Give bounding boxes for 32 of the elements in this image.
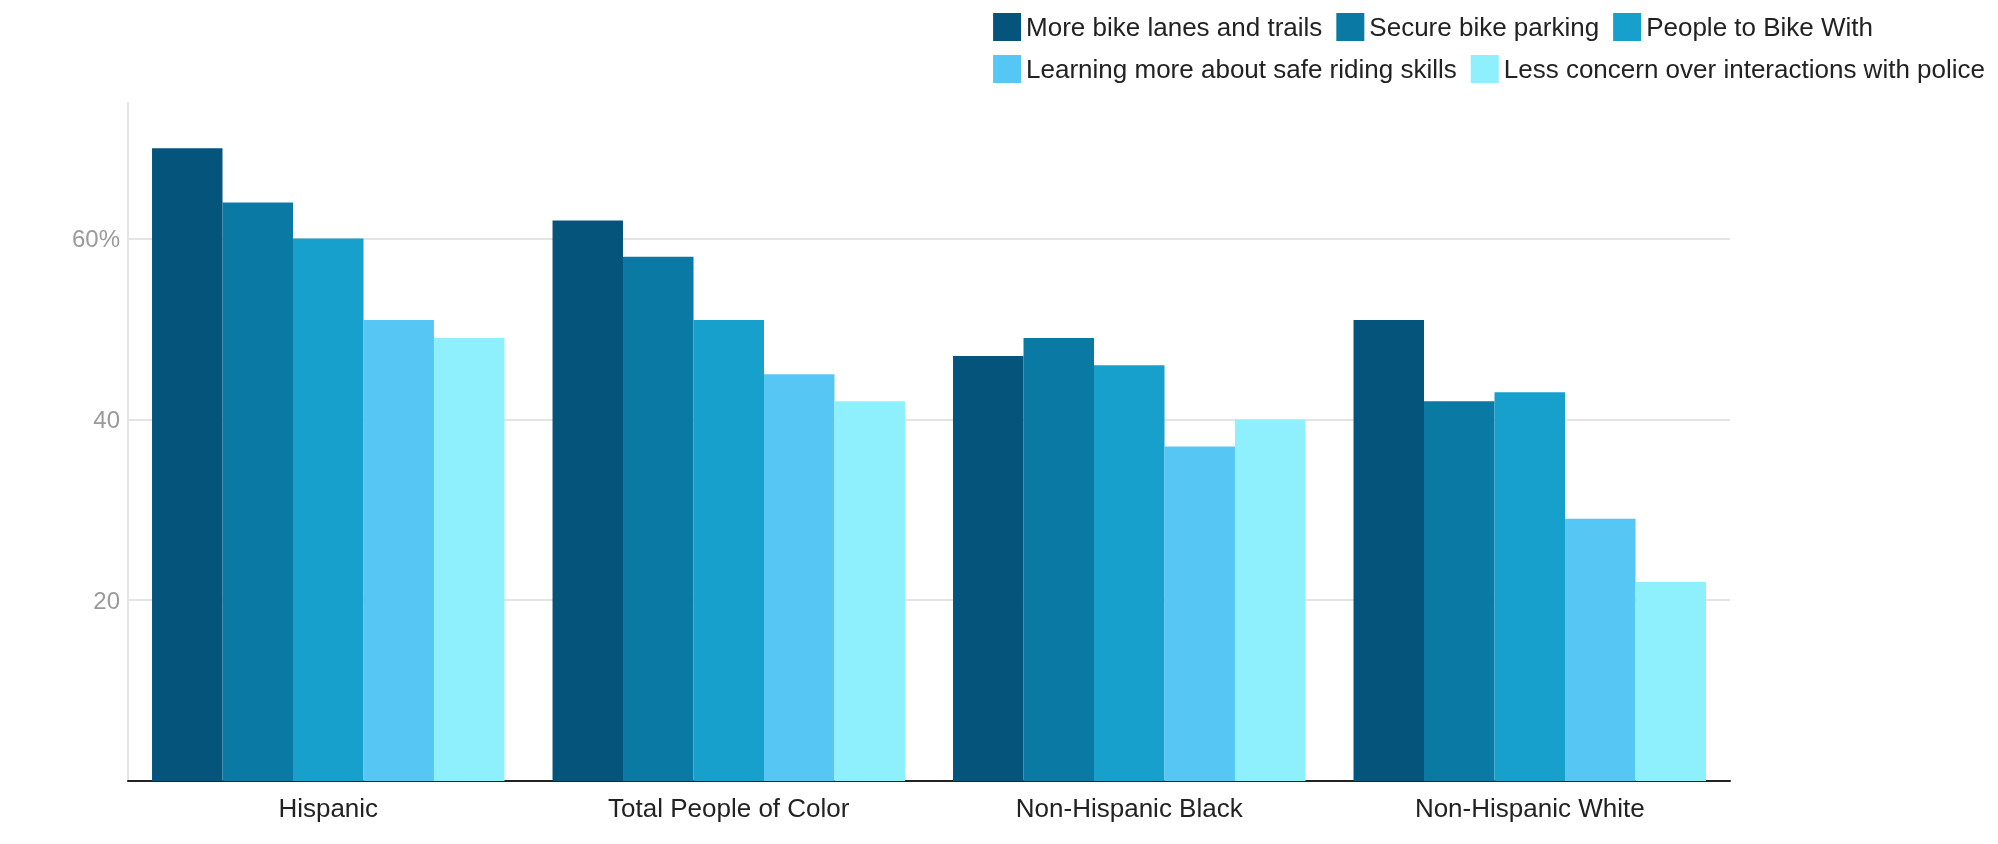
legend-label: People to Bike With	[1646, 12, 1874, 42]
bar	[1564, 518, 1636, 781]
y-tick-label: 40	[93, 405, 120, 433]
x-tick-label: Total People of Color	[608, 793, 850, 823]
bar	[433, 338, 505, 781]
legend-label: Secure bike parking	[1369, 12, 1600, 42]
bar	[152, 148, 223, 781]
bar	[363, 319, 434, 781]
bar	[293, 238, 364, 781]
x-tick-label: Hispanic	[278, 793, 379, 823]
bar	[552, 220, 624, 781]
x-tick-label: Non-Hispanic White	[1414, 793, 1645, 823]
bar	[693, 319, 764, 781]
legend-label: More bike lanes and trails	[1026, 12, 1323, 42]
bar	[1094, 365, 1165, 781]
bar	[1494, 392, 1565, 781]
bar	[1234, 419, 1306, 781]
legend-label: Less concern over interactions with police	[1503, 54, 1986, 84]
bar	[1023, 338, 1095, 781]
bar	[1424, 401, 1495, 781]
y-tick-label: 60%	[71, 225, 120, 253]
y-tick-label: 20	[93, 586, 120, 614]
legend-label: Learning more about safe riding skills	[1026, 54, 1457, 84]
bar	[953, 356, 1024, 781]
bar	[623, 256, 694, 781]
bar	[1164, 446, 1235, 781]
bar	[763, 374, 835, 781]
bar	[834, 401, 905, 781]
x-tick-label: Non-Hispanic Black	[1015, 793, 1244, 823]
bar	[1635, 582, 1706, 781]
bar	[1353, 319, 1425, 781]
bar	[222, 202, 294, 781]
